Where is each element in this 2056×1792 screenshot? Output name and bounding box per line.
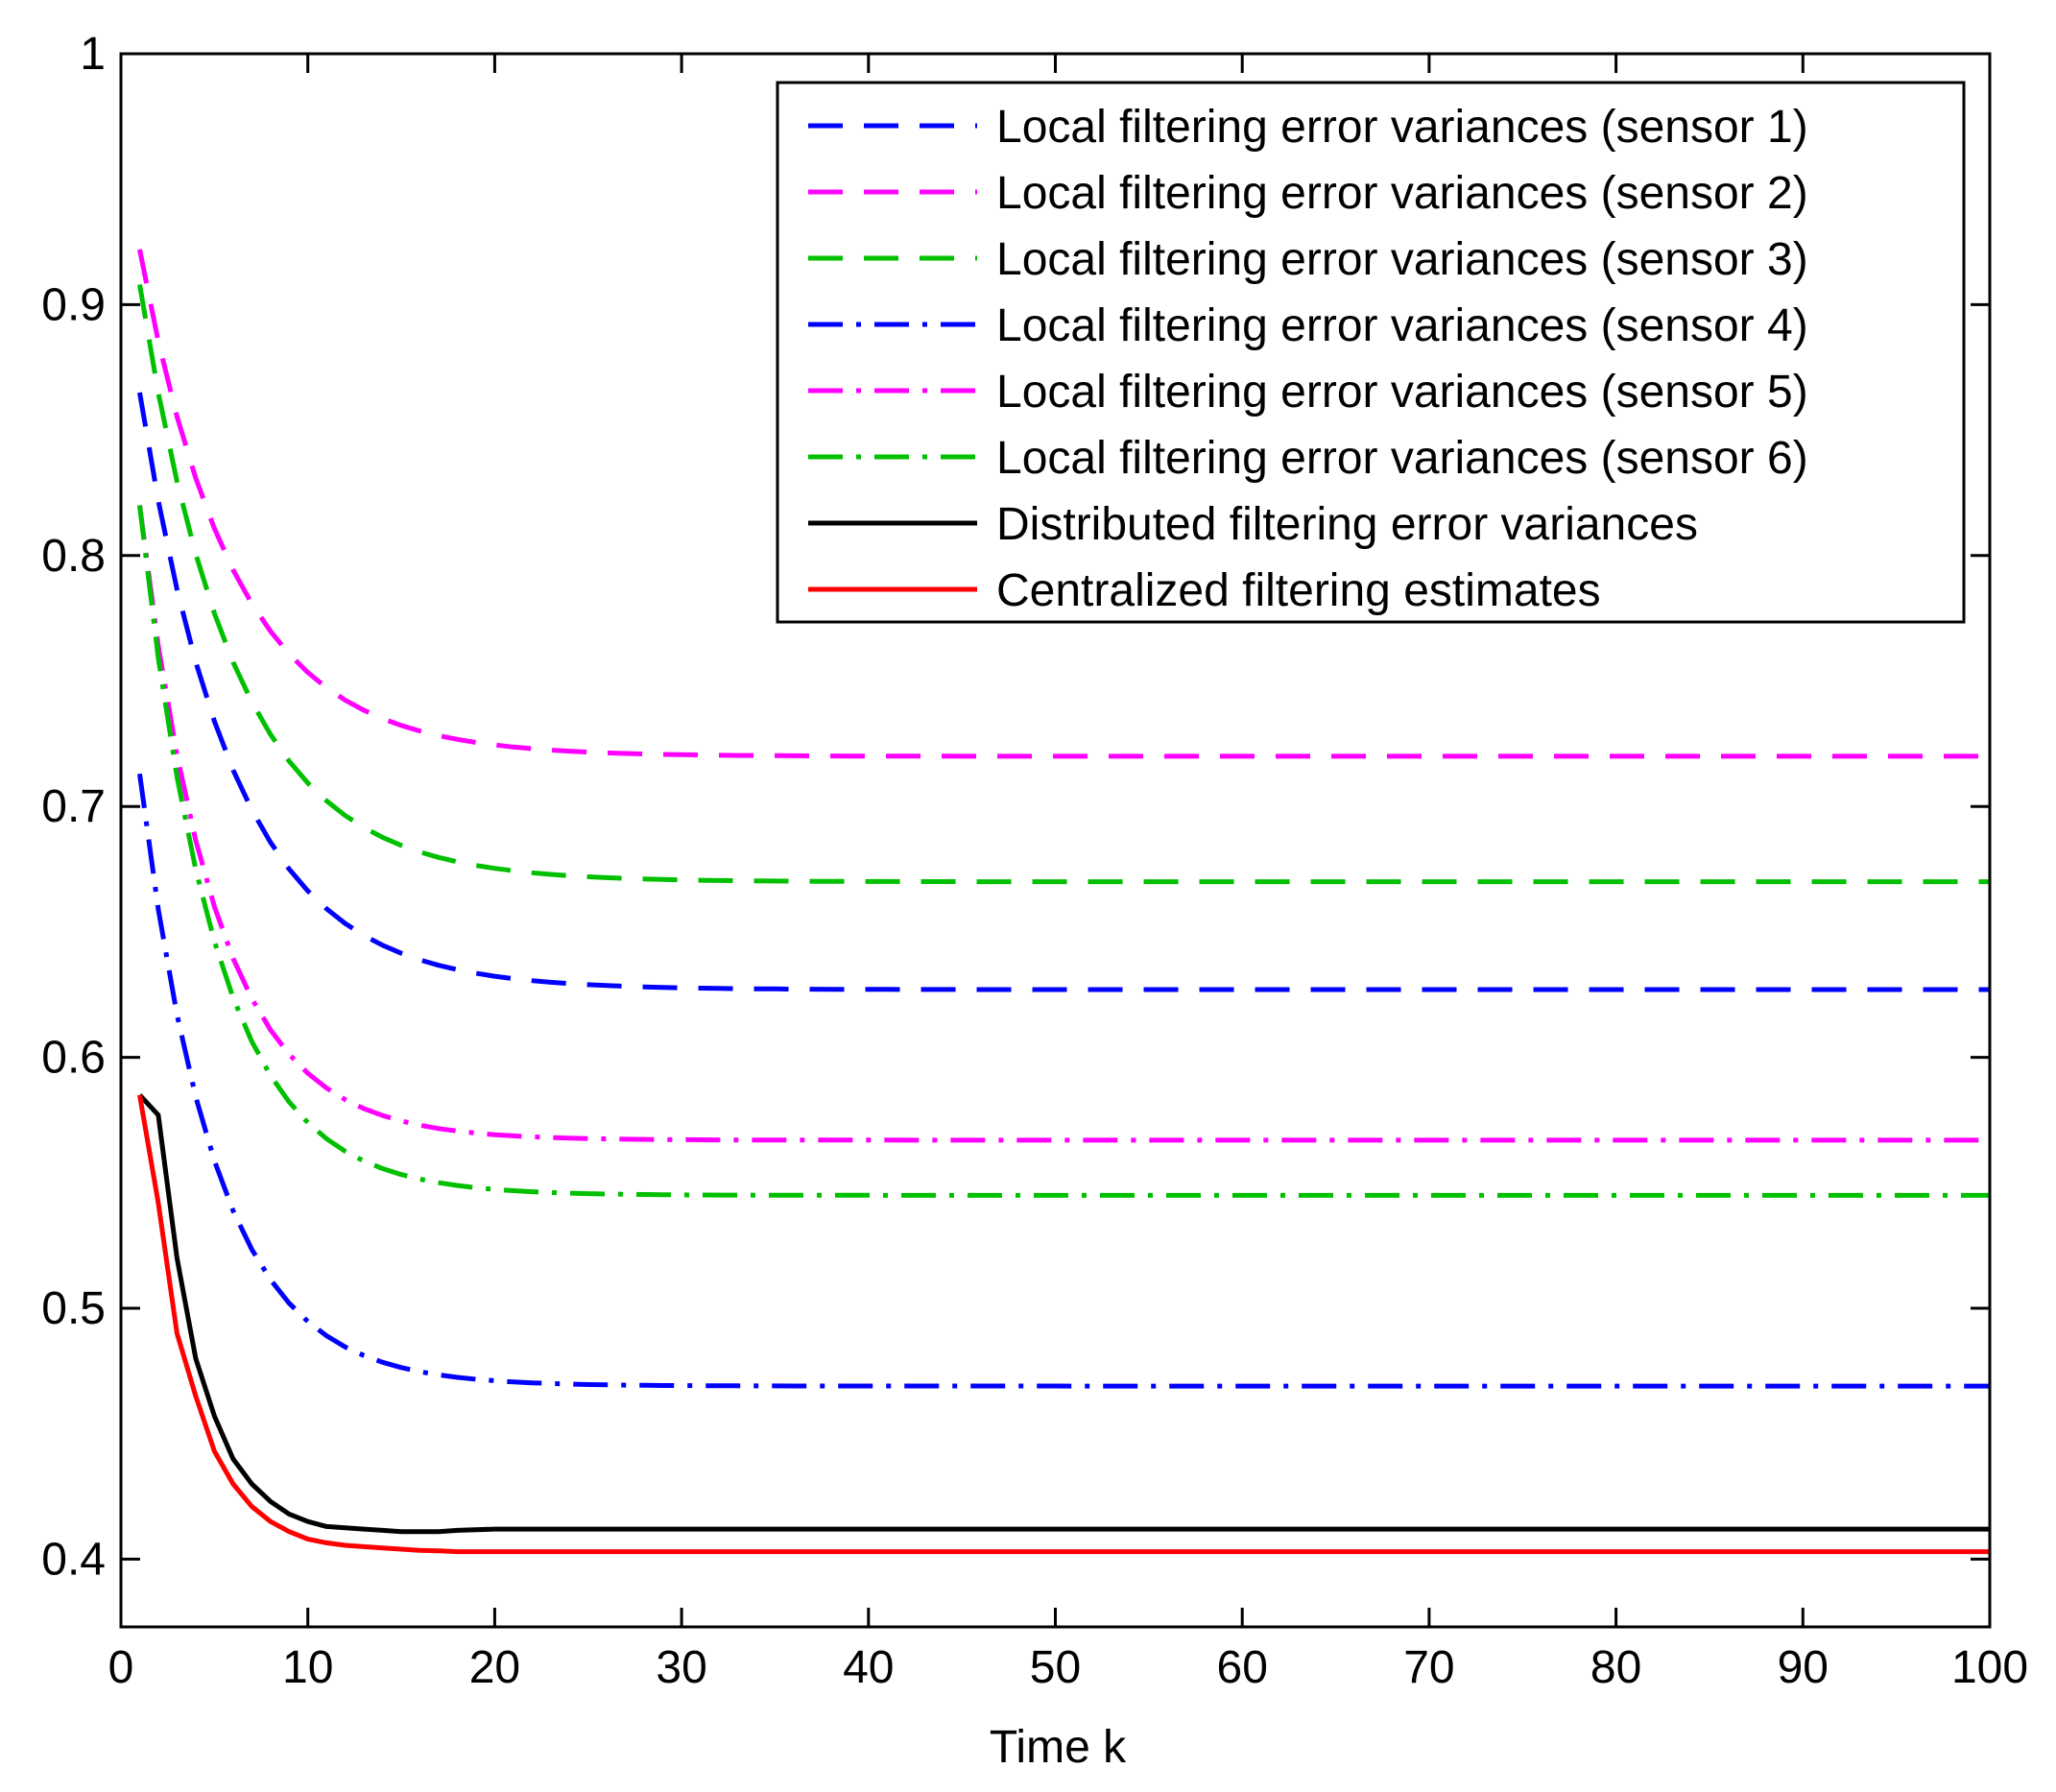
series-layer bbox=[137, 249, 1990, 1555]
x-tick-label: 100 bbox=[1951, 1642, 2028, 1693]
x-tick-label: 90 bbox=[1778, 1642, 1829, 1693]
y-tick-label: 0.6 bbox=[41, 1033, 106, 1084]
legend-label-4: Local filtering error variances (sensor … bbox=[996, 300, 1808, 351]
legend-label-3: Local filtering error variances (sensor … bbox=[996, 234, 1808, 285]
y-tick-label: 0.8 bbox=[41, 531, 106, 582]
x-tick-label: 60 bbox=[1217, 1642, 1268, 1693]
x-tick-label: 70 bbox=[1403, 1642, 1454, 1693]
y-tick-label: 0.5 bbox=[41, 1283, 106, 1334]
legend-label-6: Local filtering error variances (sensor … bbox=[996, 433, 1808, 484]
legend: Local filtering error variances (sensor … bbox=[776, 81, 1966, 624]
x-tick-label: 80 bbox=[1590, 1642, 1641, 1693]
x-tick-label: 0 bbox=[108, 1642, 134, 1693]
legend-label-1: Local filtering error variances (sensor … bbox=[996, 102, 1808, 153]
legend-label-8: Centralized filtering estimates bbox=[996, 565, 1601, 616]
series-line-6 bbox=[137, 505, 1990, 1198]
axes-layer: 0 10 20 30 40 50 60 70 80 90 100 0.4 0.5 0.6 0.7 0.8 0.9… bbox=[41, 29, 2028, 1693]
legend-box bbox=[776, 81, 1966, 624]
legend-label-5: Local filtering error variances (sensor … bbox=[996, 367, 1808, 418]
y-tick-label: 0.7 bbox=[41, 781, 106, 832]
series-line-4 bbox=[137, 773, 1990, 1389]
x-tick-label: 40 bbox=[843, 1642, 894, 1693]
series-line-5 bbox=[137, 505, 1990, 1143]
legend-label-2: Local filtering error variances (sensor … bbox=[996, 168, 1808, 219]
y-tick-label: 1 bbox=[80, 29, 106, 80]
series-line-7 bbox=[137, 1093, 1990, 1535]
x-tick-label: 20 bbox=[469, 1642, 520, 1693]
y-tick-label: 0.9 bbox=[41, 279, 106, 330]
x-tick-label: 30 bbox=[656, 1642, 706, 1693]
series-line-1 bbox=[137, 392, 1990, 992]
series-line-2 bbox=[137, 249, 1990, 759]
legend-label-7: Distributed filtering error variances bbox=[996, 499, 1698, 550]
x-tick-label: 50 bbox=[1030, 1642, 1081, 1693]
x-axis-label: Time k bbox=[990, 1722, 1127, 1773]
y-tick-label: 0.4 bbox=[41, 1534, 106, 1585]
series-line-8 bbox=[137, 1094, 1990, 1555]
series-line-3 bbox=[137, 284, 1990, 885]
x-tick-label: 10 bbox=[282, 1642, 333, 1693]
